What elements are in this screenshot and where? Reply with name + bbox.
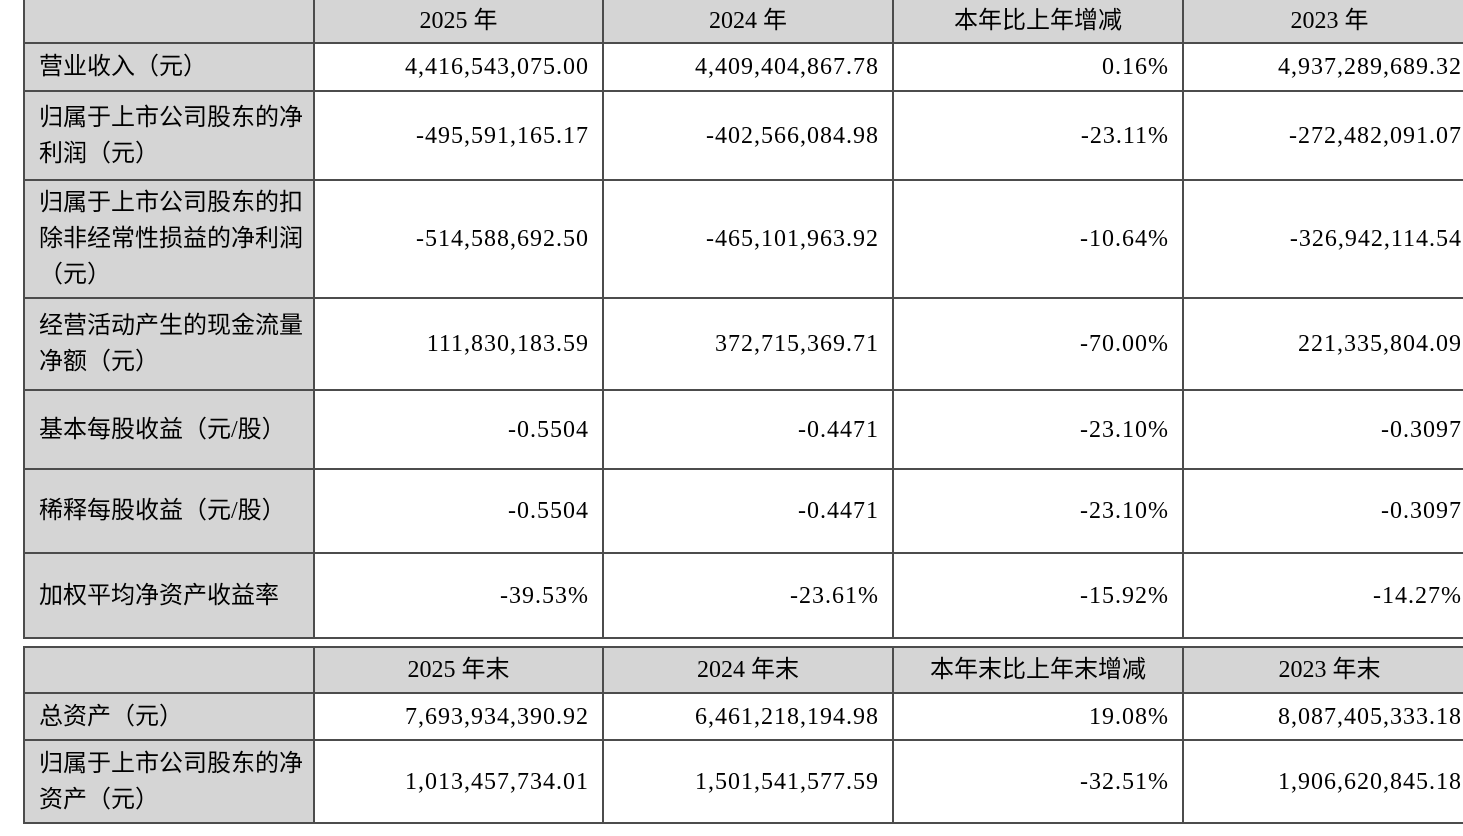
- value-2023-end: 1,906,620,845.18: [1182, 739, 1463, 824]
- value-yoy-change: 0.16%: [892, 42, 1184, 92]
- value-yoy-change: -10.64%: [892, 179, 1184, 299]
- annual-results-table: 2025 年 2024 年 本年比上年增减 2023 年 营业收入（元） 4,4…: [23, 0, 1463, 639]
- header-cell-2024: 2024 年: [602, 0, 894, 44]
- value-2023: 221,335,804.09: [1182, 297, 1463, 391]
- value-yoy-end-change: 19.08%: [892, 692, 1184, 741]
- value-2023: -272,482,091.07: [1182, 90, 1463, 181]
- value-2025: -0.5504: [313, 389, 604, 470]
- table-row-weighted-avg-roe: 加权平均净资产收益率 -39.53% -23.61% -15.92% -14.2…: [23, 552, 1463, 639]
- metric-label: 总资产（元）: [23, 692, 315, 741]
- metric-label: 归属于上市公司股东的净利润（元）: [23, 90, 315, 181]
- value-2023-end: 8,087,405,333.18: [1182, 692, 1463, 741]
- table-row-revenue: 营业收入（元） 4,416,543,075.00 4,409,404,867.7…: [23, 42, 1463, 92]
- value-yoy-end-change: -32.51%: [892, 739, 1184, 824]
- header-cell-yoy-change: 本年比上年增减: [892, 0, 1184, 44]
- value-2024: -23.61%: [602, 552, 894, 639]
- value-2023: -0.3097: [1182, 468, 1463, 554]
- value-2025: 4,416,543,075.00: [313, 42, 604, 92]
- annual-header-row: 2025 年 2024 年 本年比上年增减 2023 年: [23, 0, 1463, 44]
- header-cell-2024-end: 2024 年末: [602, 646, 894, 694]
- header-cell-2025: 2025 年: [313, 0, 604, 44]
- value-2024: 372,715,369.71: [602, 297, 894, 391]
- value-2025: -514,588,692.50: [313, 179, 604, 299]
- table-row-basic-eps: 基本每股收益（元/股） -0.5504 -0.4471 -23.10% -0.3…: [23, 389, 1463, 470]
- table-row-operating-cash-flow: 经营活动产生的现金流量净额（元） 111,830,183.59 372,715,…: [23, 297, 1463, 391]
- value-2025: -39.53%: [313, 552, 604, 639]
- value-yoy-change: -23.10%: [892, 389, 1184, 470]
- value-2023: -326,942,114.54: [1182, 179, 1463, 299]
- period-end-header-row: 2025 年末 2024 年末 本年末比上年末增减 2023 年末: [23, 646, 1463, 694]
- metric-label: 稀释每股收益（元/股）: [23, 468, 315, 554]
- metric-label: 归属于上市公司股东的扣除非经常性损益的净利润（元）: [23, 179, 315, 299]
- value-2023: -0.3097: [1182, 389, 1463, 470]
- value-2024: -402,566,084.98: [602, 90, 894, 181]
- value-yoy-change: -70.00%: [892, 297, 1184, 391]
- value-yoy-change: -23.10%: [892, 468, 1184, 554]
- header-cell-2023: 2023 年: [1182, 0, 1463, 44]
- value-2025: 111,830,183.59: [313, 297, 604, 391]
- metric-label: 经营活动产生的现金流量净额（元）: [23, 297, 315, 391]
- value-2024-end: 6,461,218,194.98: [602, 692, 894, 741]
- corner-cell: [23, 0, 315, 44]
- metric-label: 营业收入（元）: [23, 42, 315, 92]
- table-row-net-profit-excl-nonrecurring: 归属于上市公司股东的扣除非经常性损益的净利润（元） -514,588,692.5…: [23, 179, 1463, 299]
- financial-summary-region: 2025 年 2024 年 本年比上年增减 2023 年 营业收入（元） 4,4…: [23, 0, 1463, 836]
- value-2024: -0.4471: [602, 389, 894, 470]
- value-yoy-change: -15.92%: [892, 552, 1184, 639]
- corner-cell: [23, 646, 315, 694]
- value-2025-end: 1,013,457,734.01: [313, 739, 604, 824]
- metric-label: 基本每股收益（元/股）: [23, 389, 315, 470]
- value-2024: -465,101,963.92: [602, 179, 894, 299]
- table-row-diluted-eps: 稀释每股收益（元/股） -0.5504 -0.4471 -23.10% -0.3…: [23, 468, 1463, 554]
- metric-label: 归属于上市公司股东的净资产（元）: [23, 739, 315, 824]
- header-cell-2023-end: 2023 年末: [1182, 646, 1463, 694]
- value-2023: 4,937,289,689.32: [1182, 42, 1463, 92]
- header-cell-2025-end: 2025 年末: [313, 646, 604, 694]
- value-2025: -495,591,165.17: [313, 90, 604, 181]
- value-2024: 4,409,404,867.78: [602, 42, 894, 92]
- value-2023: -14.27%: [1182, 552, 1463, 639]
- period-end-balance-table: 2025 年末 2024 年末 本年末比上年末增减 2023 年末 总资产（元）…: [23, 646, 1463, 824]
- table-row-net-assets: 归属于上市公司股东的净资产（元） 1,013,457,734.01 1,501,…: [23, 739, 1463, 824]
- table-row-total-assets: 总资产（元） 7,693,934,390.92 6,461,218,194.98…: [23, 692, 1463, 741]
- value-2024-end: 1,501,541,577.59: [602, 739, 894, 824]
- value-2024: -0.4471: [602, 468, 894, 554]
- value-yoy-change: -23.11%: [892, 90, 1184, 181]
- value-2025-end: 7,693,934,390.92: [313, 692, 604, 741]
- value-2025: -0.5504: [313, 468, 604, 554]
- table-row-net-profit: 归属于上市公司股东的净利润（元） -495,591,165.17 -402,56…: [23, 90, 1463, 181]
- metric-label: 加权平均净资产收益率: [23, 552, 315, 639]
- header-cell-yoy-end-change: 本年末比上年末增减: [892, 646, 1184, 694]
